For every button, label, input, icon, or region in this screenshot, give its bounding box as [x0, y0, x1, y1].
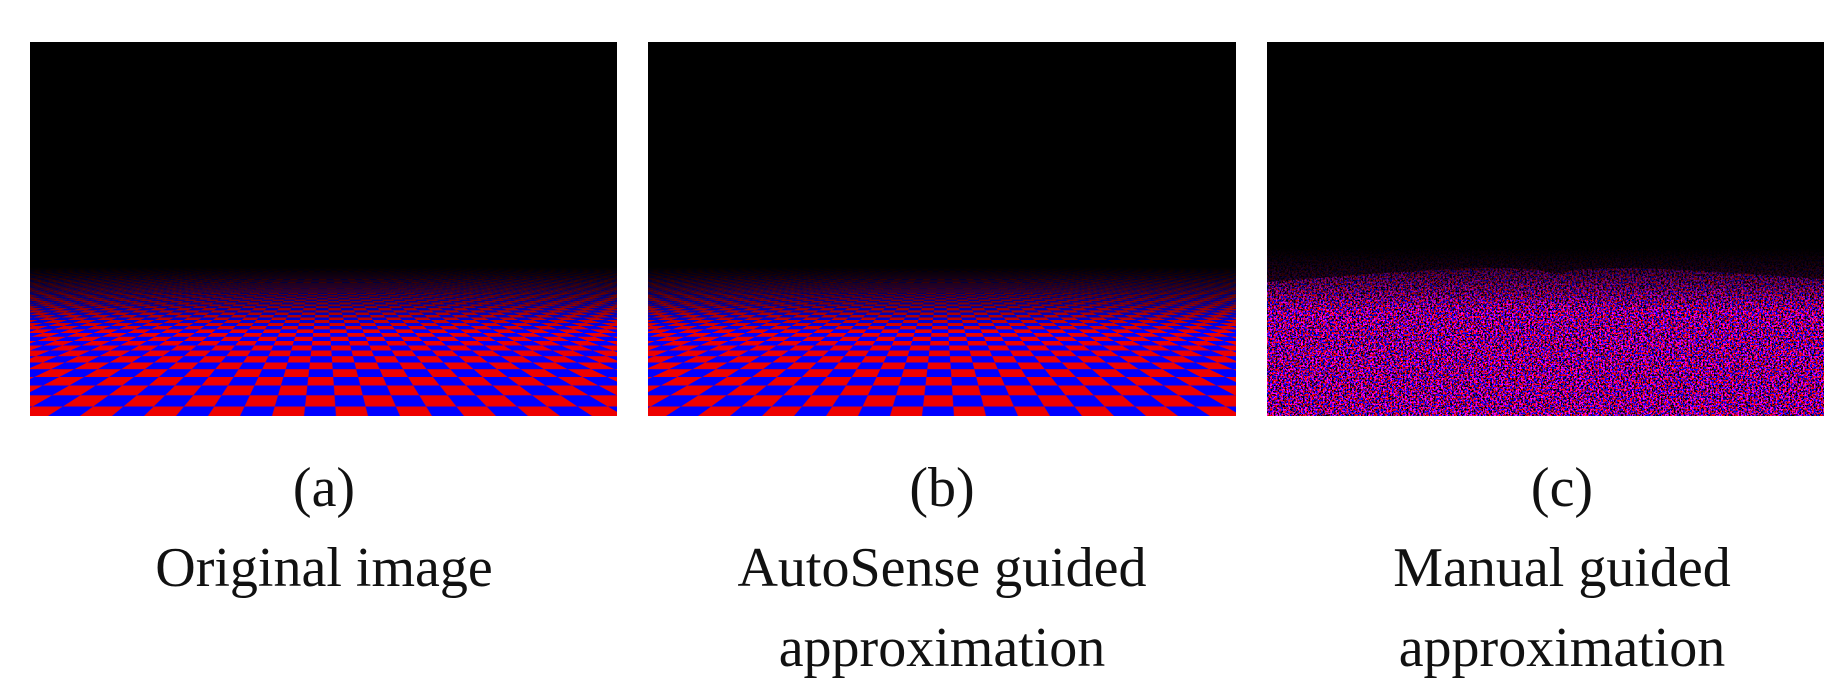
caption-c: (c) Manual guided approximation: [1292, 448, 1824, 688]
panel-caption: Manual guided approximation: [1292, 528, 1824, 688]
panel-image-b: [648, 42, 1236, 416]
panel-image-c: [1267, 42, 1824, 416]
horizon-fade: [648, 42, 1236, 416]
caption-b: (b) AutoSense guided approximation: [672, 448, 1212, 688]
panel-label: (c): [1292, 448, 1824, 528]
noise-image: [1267, 42, 1824, 416]
figure: {"panels": [ {"label": "(a)", "caption":…: [0, 0, 1824, 664]
panel-label: (b): [672, 448, 1212, 528]
panel-caption: Original image: [24, 528, 624, 608]
horizon-fade: [30, 42, 617, 416]
panel-caption: AutoSense guided approximation: [672, 528, 1212, 688]
panel-image-a: [30, 42, 617, 416]
caption-a: (a) Original image: [24, 448, 624, 608]
panel-label: (a): [24, 448, 624, 528]
